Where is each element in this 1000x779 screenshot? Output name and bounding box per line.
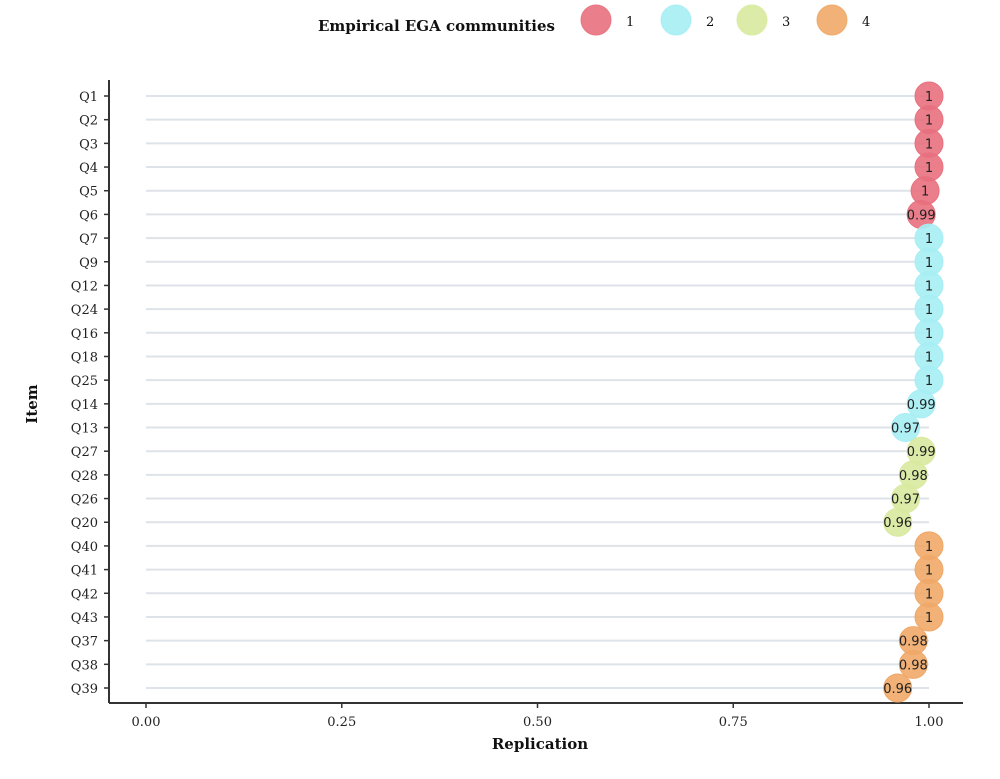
gridlines <box>146 95 929 689</box>
point-Q27: 0.99 <box>906 436 936 466</box>
legend-entry-1: 1 <box>580 4 634 36</box>
y-tick-label: Q38 <box>71 658 98 673</box>
y-tick-label: Q7 <box>79 232 98 247</box>
y-tick-label: Q9 <box>79 256 98 271</box>
axes <box>108 80 963 704</box>
data-label: 0.96 <box>883 682 912 697</box>
legend-entry-2: 2 <box>660 4 714 36</box>
legend-swatch <box>660 4 692 36</box>
y-tick-label: Q41 <box>71 564 98 579</box>
x-axis-ticks: 0.00 0.25 0.50 0.75 1.00 <box>132 703 944 730</box>
point-Q39: 0.96 <box>883 673 913 703</box>
data-label: 0.97 <box>891 422 920 437</box>
data-label: 1 <box>925 114 933 129</box>
data-label: 1 <box>925 350 933 365</box>
y-tick-label: Q43 <box>71 611 98 626</box>
legend: Empirical EGA communities 1 2 3 4 <box>318 4 870 36</box>
y-tick-label: Q42 <box>71 587 98 602</box>
y-tick-label: Q18 <box>71 350 98 365</box>
legend-title: Empirical EGA communities <box>318 17 555 35</box>
y-tick-label: Q20 <box>71 516 98 531</box>
legend-label: 2 <box>706 15 714 30</box>
legend-label: 1 <box>626 15 634 30</box>
x-tick-label: 0.00 <box>132 715 161 730</box>
data-label: 1 <box>925 232 933 247</box>
data-label: 1 <box>925 90 933 105</box>
data-label: 1 <box>921 185 929 200</box>
data-label: 0.97 <box>891 493 920 508</box>
point-Q13: 0.97 <box>891 413 921 443</box>
point-Q18: 1 <box>914 341 944 371</box>
y-tick-label: Q24 <box>71 303 98 318</box>
data-label: 0.99 <box>907 398 936 413</box>
y-tick-label: Q12 <box>71 279 98 294</box>
point-Q26: 0.97 <box>891 484 921 514</box>
y-tick-label: Q3 <box>79 137 98 152</box>
x-tick-label: 0.50 <box>523 715 552 730</box>
legend-label: 4 <box>862 15 870 30</box>
data-point <box>883 507 913 537</box>
point-Q16: 1 <box>914 318 944 348</box>
x-tick-label: 0.25 <box>327 715 356 730</box>
point-Q38: 0.98 <box>898 649 928 679</box>
y-tick-label: Q28 <box>71 469 98 484</box>
legend-entry-3: 3 <box>736 4 790 36</box>
point-Q6: 0.99 <box>906 199 936 229</box>
point-Q2: 1 <box>914 105 944 135</box>
y-tick-label: Q2 <box>79 114 98 129</box>
data-point <box>883 673 913 703</box>
data-label: 0.98 <box>899 658 928 673</box>
data-point <box>914 602 944 632</box>
y-tick-label: Q4 <box>79 161 98 176</box>
data-label: 0.99 <box>907 445 936 460</box>
y-tick-label: Q13 <box>71 422 98 437</box>
y-tick-label: Q26 <box>71 493 98 508</box>
data-label: 1 <box>925 327 933 342</box>
legend-entry-4: 4 <box>816 4 870 36</box>
data-label: 1 <box>925 374 933 389</box>
data-label: 1 <box>925 587 933 602</box>
data-label: 1 <box>925 303 933 318</box>
y-tick-label: Q27 <box>71 445 98 460</box>
y-axis-title: Item <box>23 384 41 423</box>
y-tick-label: Q16 <box>71 327 98 342</box>
x-axis-title: Replication <box>492 735 588 753</box>
point-Q43: 1 <box>914 602 944 632</box>
data-point <box>906 389 936 419</box>
data-label: 0.99 <box>907 208 936 223</box>
legend-swatch <box>736 4 768 36</box>
data-points: 1 1 1 1 1 0.99 1 1 1 1 1 1 1 0.99 0.97 0.99 0.98 0.97 0.96… <box>883 81 944 703</box>
data-point <box>898 649 928 679</box>
y-tick-label: Q39 <box>71 682 98 697</box>
data-label: 1 <box>925 137 933 152</box>
x-tick-label: 0.75 <box>719 715 748 730</box>
legend-label: 3 <box>782 15 790 30</box>
y-tick-label: Q14 <box>71 398 98 413</box>
data-label: 0.96 <box>883 516 912 531</box>
data-point <box>891 413 921 443</box>
y-tick-label: Q5 <box>79 185 98 200</box>
data-label: 0.98 <box>899 469 928 484</box>
y-tick-label: Q40 <box>71 540 98 555</box>
data-label: 1 <box>925 161 933 176</box>
y-axis-ticks: Q1 Q2 Q3 Q4 Q5 Q6 Q7 Q9 Q12 Q24 Q16 Q18 Q25 Q14 Q13 Q27… <box>71 90 109 697</box>
y-tick-label: Q1 <box>79 90 98 105</box>
data-label: 1 <box>925 540 933 555</box>
data-label: 1 <box>925 564 933 579</box>
data-label: 1 <box>925 256 933 271</box>
x-tick-label: 1.00 <box>915 715 944 730</box>
y-tick-label: Q25 <box>71 374 98 389</box>
y-tick-label: Q6 <box>79 208 98 223</box>
y-tick-label: Q37 <box>71 635 98 650</box>
data-label: 1 <box>925 279 933 294</box>
data-label: 0.98 <box>899 635 928 650</box>
point-Q14: 0.99 <box>906 389 936 419</box>
legend-swatch <box>580 4 612 36</box>
data-label: 1 <box>925 611 933 626</box>
point-Q28: 0.98 <box>898 460 928 490</box>
point-Q20: 0.96 <box>883 507 913 537</box>
legend-swatch <box>816 4 848 36</box>
